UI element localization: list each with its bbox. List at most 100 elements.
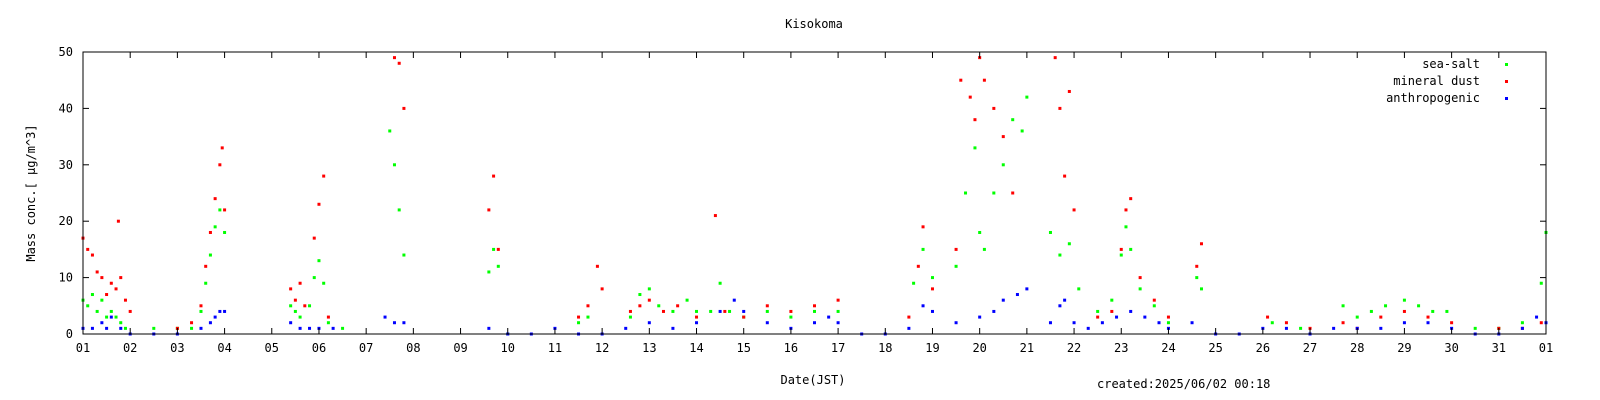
data-point: [1539, 281, 1543, 285]
data-point: [123, 298, 127, 302]
x-tick-label: 21: [1020, 341, 1034, 355]
data-point: [326, 321, 330, 325]
x-tick-label: 04: [217, 341, 231, 355]
data-point: [289, 321, 293, 325]
legend-marker: [1505, 97, 1508, 100]
data-point: [1143, 315, 1147, 319]
data-point: [1048, 321, 1052, 325]
data-point: [1096, 309, 1100, 313]
data-point: [1535, 315, 1539, 319]
data-point: [190, 321, 194, 325]
data-point: [109, 309, 113, 313]
data-point: [1157, 321, 1161, 325]
data-point: [1355, 315, 1359, 319]
data-point: [1072, 208, 1076, 212]
data-point: [1266, 315, 1270, 319]
data-point: [973, 146, 977, 150]
data-point: [973, 118, 977, 122]
data-point: [1110, 309, 1114, 313]
data-point: [959, 78, 963, 82]
data-point: [1015, 293, 1019, 297]
data-point: [95, 270, 99, 274]
x-tick-label: 30: [1444, 341, 1458, 355]
data-point: [213, 225, 217, 229]
data-point: [600, 287, 604, 291]
data-point: [765, 321, 769, 325]
data-point: [1124, 208, 1128, 212]
data-point: [114, 287, 118, 291]
x-tick-label: 20: [972, 341, 986, 355]
legend: sea-salt mineral dust anthropogenic: [1386, 57, 1508, 105]
data-point: [331, 326, 335, 330]
data-point: [392, 56, 396, 60]
data-point: [836, 309, 840, 313]
data-point: [1115, 315, 1119, 319]
data-point: [628, 315, 632, 319]
data-point: [586, 304, 590, 308]
data-point: [742, 309, 746, 313]
data-point: [487, 326, 491, 330]
data-point: [789, 315, 793, 319]
data-point: [1431, 309, 1435, 313]
data-point: [218, 208, 222, 212]
data-point: [1129, 247, 1133, 251]
data-point: [1001, 135, 1005, 139]
data-point: [695, 309, 699, 313]
data-point: [1048, 230, 1052, 234]
data-point: [992, 309, 996, 313]
x-tick-label: 02: [123, 341, 137, 355]
data-point: [1450, 321, 1454, 325]
data-point: [1199, 242, 1203, 246]
x-tick-label: 16: [784, 341, 798, 355]
data-point: [921, 304, 925, 308]
data-point: [289, 287, 293, 291]
data-point: [317, 202, 321, 206]
x-tick-label: 13: [642, 341, 656, 355]
data-point: [1426, 321, 1430, 325]
y-tick-label: 10: [59, 271, 73, 285]
data-point: [628, 309, 632, 313]
x-tick-label: 19: [925, 341, 939, 355]
data-point: [836, 298, 840, 302]
data-point: [119, 326, 123, 330]
x-tick-label: 24: [1161, 341, 1175, 355]
data-point: [293, 298, 297, 302]
data-point: [1190, 321, 1194, 325]
data-point: [1053, 56, 1057, 60]
data-points: [81, 56, 1548, 336]
data-point: [1539, 321, 1543, 325]
data-point: [921, 225, 925, 229]
data-point: [1119, 253, 1123, 257]
data-point: [105, 293, 109, 297]
data-point: [492, 247, 496, 251]
data-point: [487, 208, 491, 212]
data-point: [723, 309, 727, 313]
data-point: [105, 315, 109, 319]
y-tick-label: 20: [59, 214, 73, 228]
data-point: [223, 208, 227, 212]
data-point: [213, 315, 217, 319]
data-point: [1011, 191, 1015, 195]
plot-frame: [82, 51, 1547, 335]
data-point: [1067, 89, 1071, 93]
legend-label: anthropogenic: [1386, 91, 1480, 105]
data-point: [595, 264, 599, 268]
data-point: [402, 253, 406, 257]
data-point: [90, 253, 94, 257]
data-point: [223, 230, 227, 234]
data-point: [1379, 315, 1383, 319]
legend-label: sea-salt: [1422, 57, 1480, 71]
data-point: [647, 298, 651, 302]
x-tick-label: 22: [1067, 341, 1081, 355]
data-point: [1284, 321, 1288, 325]
data-point: [789, 309, 793, 313]
data-point: [978, 315, 982, 319]
data-point: [487, 270, 491, 274]
series-sea-salt: [81, 95, 1548, 336]
data-point: [685, 298, 689, 302]
data-point: [204, 264, 208, 268]
y-axis-label: Mass conc.[ μg/m^3]: [24, 124, 38, 261]
x-tick-label: 29: [1397, 341, 1411, 355]
data-point: [109, 315, 113, 319]
x-tick-label: 14: [689, 341, 703, 355]
